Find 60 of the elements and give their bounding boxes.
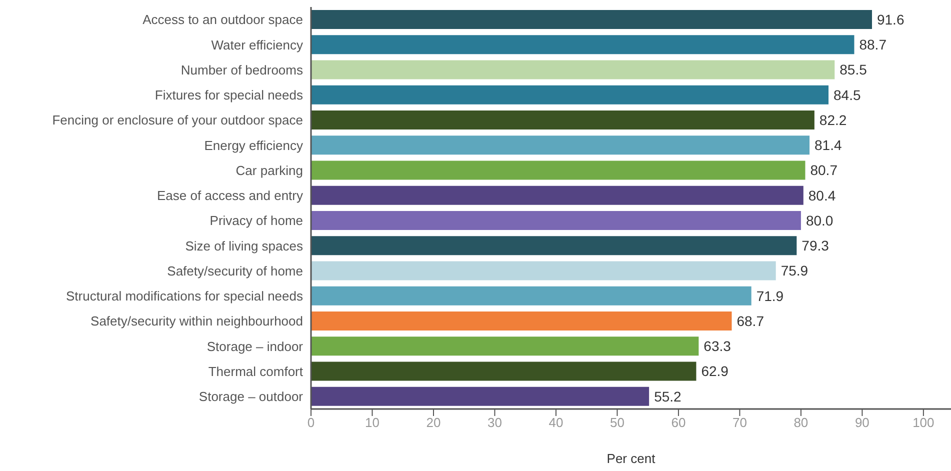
y-tick-label: Fixtures for special needs [154,88,304,103]
y-tick-label: Number of bedrooms [180,62,304,78]
bar [311,362,696,381]
y-tick-label: Ease of access and entry [157,188,304,204]
data-label: 80.0 [806,212,834,228]
y-tick-label: Storage – indoor [206,338,304,354]
x-tick-label: 70 [732,415,747,430]
y-tick-label: Privacy of home [210,213,303,228]
data-label: 55.2 [654,388,682,404]
bar [311,186,804,205]
bar [311,160,806,180]
data-label: 81.4 [814,137,842,154]
y-tick-label: Size of living spaces [185,238,304,254]
y-tick-label: Safety/security within neighbourhood [90,314,303,329]
bar [311,336,699,356]
y-tick-label: Thermal comfort [208,364,304,379]
x-tick-label: 90 [854,415,870,430]
x-tick-label: 60 [671,415,686,430]
data-label: 71.9 [756,288,784,304]
data-label: 68.7 [736,312,764,329]
x-tick-label: 30 [488,415,502,430]
y-tick-label: Access to an outdoor space [142,12,303,28]
data-label: 80.7 [810,162,838,178]
x-tick-label: 0 [307,415,315,430]
bar [311,60,835,80]
data-label: 88.7 [859,36,887,53]
y-tick-label: Car parking [236,162,303,178]
y-tick-label: Water efficiency [211,37,304,52]
y-tick-label: Storage – outdoor [198,389,304,404]
data-label: 75.9 [780,262,808,279]
x-tick-label: 50 [610,415,624,430]
bar [311,286,752,306]
bar [311,136,810,155]
y-tick-label: Structural modifications for special needs [66,288,304,304]
bar [311,85,829,104]
bar [311,35,854,54]
x-tick-label: 20 [426,415,441,430]
x-axis-title: Per cent [606,451,656,466]
data-label: 82.2 [819,112,847,128]
data-label: 63.3 [704,338,732,354]
data-label: 79.3 [802,238,830,254]
data-label: 85.5 [840,62,868,78]
x-tick-label: 10 [365,415,380,430]
data-label: 62.9 [701,363,729,380]
bar [311,261,776,280]
y-tick-label: Energy efficiency [204,138,304,153]
x-tick-label: 100 [912,415,934,430]
bar [311,386,650,406]
bar [311,312,732,331]
bar [311,110,814,130]
y-tick-label: Safety/security of home [167,263,303,278]
data-label: 84.5 [834,86,861,103]
bar [311,236,797,256]
y-tick-label: Fencing or enclosure of your outdoor space [52,112,303,128]
data-label: 80.4 [808,187,836,204]
bar [311,10,872,30]
x-tick-label: 40 [548,415,564,430]
data-label: 91.6 [876,11,904,28]
x-tick-label: 80 [794,415,808,430]
bar [311,211,801,230]
